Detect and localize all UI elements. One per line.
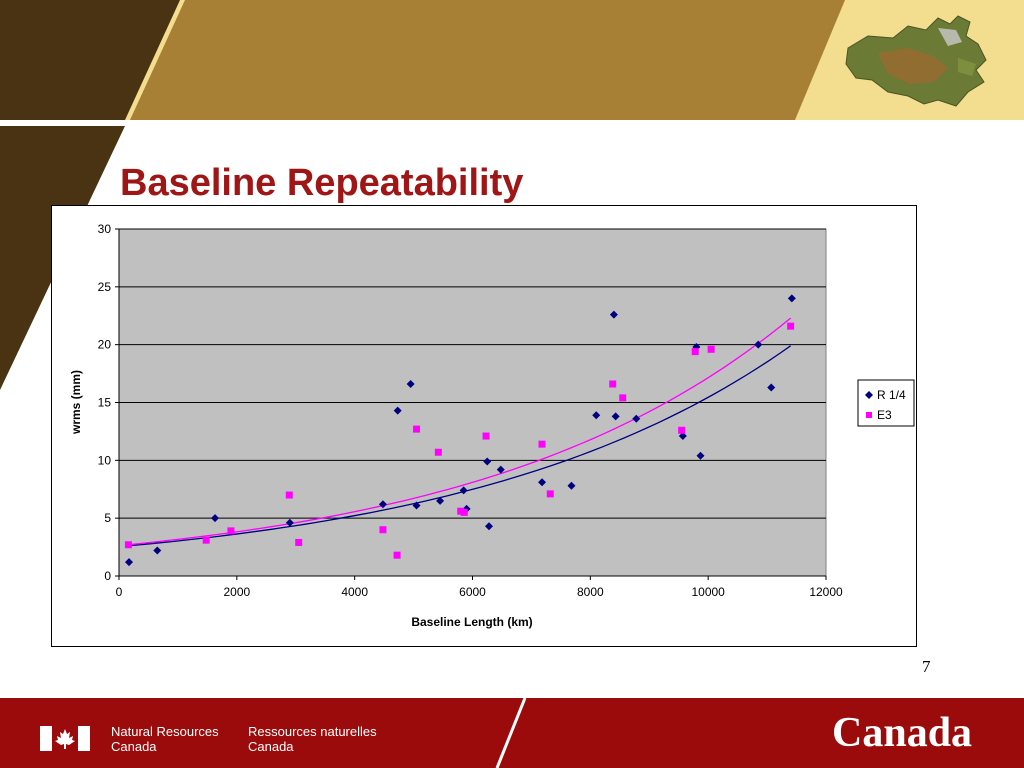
data-point-e3 xyxy=(202,536,210,544)
data-point-e3 xyxy=(124,541,132,549)
data-point-r xyxy=(153,546,162,555)
data-point-r xyxy=(611,412,620,421)
department-en-line-2: Canada xyxy=(111,739,157,754)
y-axis-label: wrms (mm) xyxy=(69,370,83,435)
data-point-r xyxy=(483,457,492,466)
maple-leaf-icon xyxy=(55,729,75,749)
y-tick-label: 10 xyxy=(98,453,112,467)
x-tick-label: 2000 xyxy=(223,585,250,599)
data-point-e3 xyxy=(285,491,293,499)
data-point-r xyxy=(393,406,402,415)
data-point-e3 xyxy=(413,425,421,433)
data-point-r xyxy=(632,414,641,423)
chart-frame: 0 5 10 15 20 25 30 0 2000 4000 6000 8000 10000 12000 … xyxy=(51,205,917,647)
data-points xyxy=(124,294,796,567)
department-fr-line-1: Ressources naturelles xyxy=(248,724,377,739)
legend: R 1/4 E3 xyxy=(857,379,915,427)
data-point-e3 xyxy=(457,507,465,515)
footer-divider xyxy=(495,698,527,768)
data-point-e3 xyxy=(691,348,699,356)
data-point-r xyxy=(406,379,415,388)
data-point-r xyxy=(211,514,220,523)
y-tick-label: 0 xyxy=(104,569,111,583)
y-tick-label: 30 xyxy=(98,222,112,236)
legend-label-e3: E3 xyxy=(877,408,892,422)
data-point-e3 xyxy=(295,538,303,546)
header-dark-panel xyxy=(0,0,180,120)
x-tick-label: 0 xyxy=(116,585,123,599)
data-point-e3 xyxy=(227,527,235,535)
data-point-r xyxy=(678,432,687,441)
department-name-english: Natural Resources Canada xyxy=(111,724,219,754)
data-point-e3 xyxy=(538,440,546,448)
legend-marker-e3 xyxy=(866,412,872,418)
data-point-r xyxy=(125,558,134,567)
data-point-r xyxy=(609,310,618,319)
canada-flag-icon xyxy=(40,726,90,751)
x-tick-label: 10000 xyxy=(691,585,725,599)
legend-box xyxy=(857,379,915,427)
data-point-e3 xyxy=(707,345,715,353)
legend-label-r: R 1/4 xyxy=(877,388,906,402)
x-tick-label: 6000 xyxy=(459,585,486,599)
data-point-e3 xyxy=(379,526,387,534)
y-tick-label: 25 xyxy=(98,280,112,294)
data-point-e3 xyxy=(546,490,554,498)
data-point-r xyxy=(436,496,445,505)
department-en-line-1: Natural Resources xyxy=(111,724,219,739)
y-tick-label: 15 xyxy=(98,396,112,410)
data-point-r xyxy=(567,481,576,490)
data-point-r xyxy=(787,294,796,303)
department-name-french: Ressources naturelles Canada xyxy=(248,724,377,754)
slide-title: Baseline Repeatability xyxy=(120,162,524,204)
data-point-r xyxy=(285,518,294,527)
trendline-r xyxy=(127,345,791,547)
x-tick-label: 4000 xyxy=(341,585,368,599)
data-point-e3 xyxy=(787,322,795,330)
gridlines xyxy=(119,228,826,519)
data-point-e3 xyxy=(434,448,442,456)
data-point-r xyxy=(696,451,705,460)
canada-map-icon xyxy=(845,15,987,107)
header-gold-panel xyxy=(130,0,845,120)
data-point-r xyxy=(484,522,493,531)
axes: 0 5 10 15 20 25 30 0 2000 4000 6000 8000 10000 12000 xyxy=(98,222,843,599)
x-axis-label: Baseline Length (km) xyxy=(411,615,532,629)
department-fr-line-2: Canada xyxy=(248,739,294,754)
data-point-r xyxy=(459,486,468,495)
data-point-r xyxy=(538,478,547,487)
x-tick-label: 8000 xyxy=(577,585,604,599)
data-point-e3 xyxy=(460,508,468,516)
data-point-r xyxy=(767,383,776,392)
data-point-e3 xyxy=(482,432,490,440)
page-number: 7 xyxy=(922,657,931,676)
trendlines xyxy=(127,317,792,547)
data-point-r xyxy=(592,411,601,420)
trendline-e3 xyxy=(127,317,792,546)
y-tick-label: 5 xyxy=(104,511,111,525)
legend-marker-r xyxy=(865,391,873,399)
data-point-r xyxy=(754,340,763,349)
data-point-e3 xyxy=(619,394,627,402)
data-point-r xyxy=(412,501,421,510)
y-tick-label: 20 xyxy=(98,338,112,352)
footer-band xyxy=(0,698,1024,768)
canada-wordmark: Canada xyxy=(832,710,973,756)
data-point-e3 xyxy=(609,380,617,388)
data-point-e3 xyxy=(393,551,401,559)
data-point-e3 xyxy=(678,426,686,434)
data-point-r xyxy=(378,500,387,509)
x-tick-label: 12000 xyxy=(809,585,843,599)
data-point-r xyxy=(496,465,505,474)
